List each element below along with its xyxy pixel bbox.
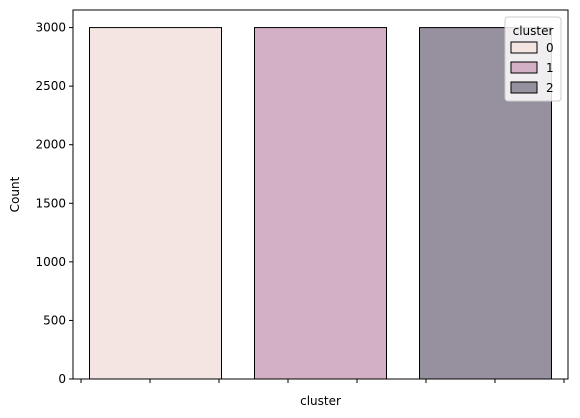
y-tick-label: 0 [58, 372, 66, 386]
y-tick-label: 2000 [35, 138, 66, 152]
legend: cluster 0 1 2 [504, 16, 562, 102]
y-tick-label: 1000 [35, 255, 66, 269]
bar-cluster-0 [89, 27, 222, 380]
y-tick-label: 3000 [35, 21, 66, 35]
y-tick-label: 1500 [35, 196, 66, 210]
legend-title: cluster [513, 24, 554, 38]
y-tick-label: 2500 [35, 79, 66, 93]
x-axis-label: cluster [300, 394, 341, 408]
plot-frame [72, 9, 569, 380]
bar-cluster-1 [254, 27, 387, 380]
y-axis: 0 500 1000 1500 2000 2500 3000 [35, 21, 73, 386]
legend-swatch-1 [510, 61, 538, 74]
legend-label-1: 1 [546, 61, 554, 75]
bars [89, 27, 552, 380]
x-axis [80, 379, 565, 383]
legend-swatch-0 [510, 41, 538, 54]
legend-frame [504, 16, 562, 102]
y-axis-label: Count [8, 176, 22, 212]
legend-label-0: 0 [546, 41, 554, 55]
legend-label-2: 2 [546, 81, 554, 95]
y-tick-label: 500 [43, 313, 66, 327]
legend-swatch-2 [510, 81, 538, 94]
